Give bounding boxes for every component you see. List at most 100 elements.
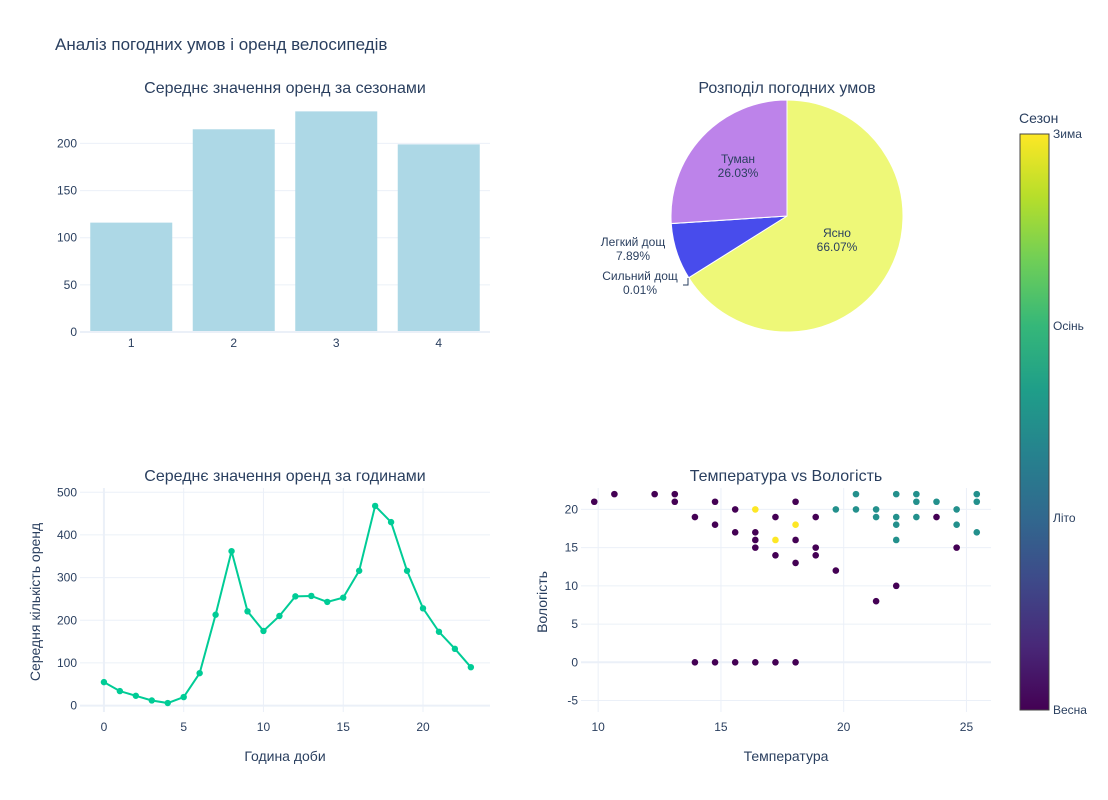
scatter-point xyxy=(913,513,920,521)
scatter-point xyxy=(872,513,880,521)
line-point xyxy=(100,678,108,686)
line-point xyxy=(228,547,235,555)
line-x-tick-label: 15 xyxy=(337,720,351,734)
scatter-point xyxy=(913,498,920,506)
scatter-point xyxy=(752,544,759,551)
pie-slice-percent: 7.89% xyxy=(616,249,650,263)
scatter-chart-xlabel: Температура xyxy=(744,748,829,764)
scatter-point xyxy=(792,536,799,544)
line-point xyxy=(180,693,187,701)
bar-chart: Середнє значення оренд за сезонами 0 50 10… xyxy=(57,80,490,350)
scatter-point xyxy=(691,659,699,666)
scatter-point xyxy=(953,506,960,513)
bar xyxy=(90,222,173,332)
scatter-point xyxy=(590,498,598,506)
scatter-point xyxy=(792,498,799,506)
line-point xyxy=(371,502,379,510)
scatter-point xyxy=(953,521,960,528)
scatter-chart-ylabel: Вологість xyxy=(534,571,550,633)
colorbar-tick-label: Зима xyxy=(1053,127,1082,141)
scatter-point xyxy=(933,498,940,506)
line-point xyxy=(355,567,363,574)
bar-y-tick-label: 150 xyxy=(57,184,77,198)
line-chart-ylabel: Середня кількість оренд xyxy=(27,523,43,681)
scatter-point xyxy=(812,544,820,551)
line-x-tick-label: 10 xyxy=(257,720,271,734)
scatter-point xyxy=(772,536,779,544)
scatter-point xyxy=(711,498,719,506)
bar xyxy=(397,144,480,332)
scatter-y-tick-label: 20 xyxy=(565,502,579,516)
line-chart-xlabel: Година доби xyxy=(244,748,325,764)
colorbar-tick-label: Весна xyxy=(1053,703,1087,717)
pie-slice-percent: 0.01% xyxy=(623,283,657,297)
line-point xyxy=(419,605,427,612)
scatter-point xyxy=(651,490,658,498)
bar-y-tick-label: 0 xyxy=(70,325,77,339)
bar-x-tick-label: 1 xyxy=(128,336,135,350)
line-series xyxy=(103,503,472,705)
scatter-point xyxy=(752,659,759,666)
scatter-point xyxy=(973,498,981,506)
line-point xyxy=(196,669,203,677)
colorbar-tick-label: Літо xyxy=(1053,511,1076,525)
scatter-x-tick-label: 15 xyxy=(714,720,728,734)
line-point xyxy=(451,645,459,653)
scatter-point xyxy=(812,513,820,521)
pie-chart-title: Розподіл погодних умов xyxy=(698,80,875,97)
scatter-y-tick-label: -5 xyxy=(567,694,578,708)
scatter-point xyxy=(933,513,940,521)
scatter-y-tick-label: 0 xyxy=(571,655,578,669)
scatter-y-tick-label: 10 xyxy=(565,579,579,593)
line-point xyxy=(276,612,283,620)
scatter-x-tick-label: 20 xyxy=(837,720,851,734)
scatter-point xyxy=(973,490,981,498)
scatter-point xyxy=(752,536,759,544)
pie-slice-label: Туман xyxy=(721,152,755,166)
pie-slice-label: Легкий дощ xyxy=(601,235,666,249)
scatter-point xyxy=(752,506,759,513)
line-point xyxy=(164,699,171,707)
line-point xyxy=(435,628,443,635)
line-point xyxy=(292,593,299,600)
pie-slice-percent: 66.07% xyxy=(817,240,858,254)
scatter-point xyxy=(711,521,719,528)
colorbar: Сезон Весна Літо Осінь Зима xyxy=(1019,110,1087,717)
line-point xyxy=(387,518,395,526)
line-point xyxy=(116,687,124,695)
scatter-y-tick-label: 15 xyxy=(565,541,579,555)
line-x-tick-label: 5 xyxy=(180,720,187,734)
scatter-point xyxy=(792,521,799,528)
scatter-point xyxy=(872,506,880,513)
pie-slice-label: Ясно xyxy=(823,226,851,240)
dashboard-title: Аналіз погодних умов і оренд велосипедів xyxy=(55,35,387,54)
scatter-point xyxy=(772,659,779,666)
scatter-point xyxy=(772,551,779,559)
line-x-tick-label: 0 xyxy=(101,720,108,734)
scatter-point xyxy=(852,506,860,513)
bar-y-tick-label: 200 xyxy=(57,136,77,150)
bar-chart-title: Середнє значення оренд за сезонами xyxy=(144,80,426,97)
scatter-point xyxy=(611,490,618,498)
scatter-point xyxy=(913,490,920,498)
scatter-point xyxy=(691,513,699,521)
scatter-x-tick-label: 25 xyxy=(960,720,974,734)
pie-slice xyxy=(670,99,788,225)
scatter-point xyxy=(892,490,900,498)
scatter-point xyxy=(792,559,799,567)
scatter-chart-title: Температура vs Вологість xyxy=(690,468,882,485)
scatter-point xyxy=(852,490,860,498)
scatter-x-tick-label: 10 xyxy=(592,720,606,734)
scatter-point xyxy=(872,597,880,605)
line-y-tick-label: 400 xyxy=(57,528,77,542)
bar-x-tick-label: 2 xyxy=(230,336,237,350)
scatter-point xyxy=(832,567,840,574)
scatter-y-tick-label: 5 xyxy=(571,617,578,631)
scatter-point xyxy=(711,659,719,666)
scatter-point xyxy=(731,529,739,536)
colorbar-title: Сезон xyxy=(1019,110,1058,126)
line-point xyxy=(260,627,267,635)
line-point xyxy=(212,611,219,618)
line-y-tick-label: 500 xyxy=(57,485,77,499)
